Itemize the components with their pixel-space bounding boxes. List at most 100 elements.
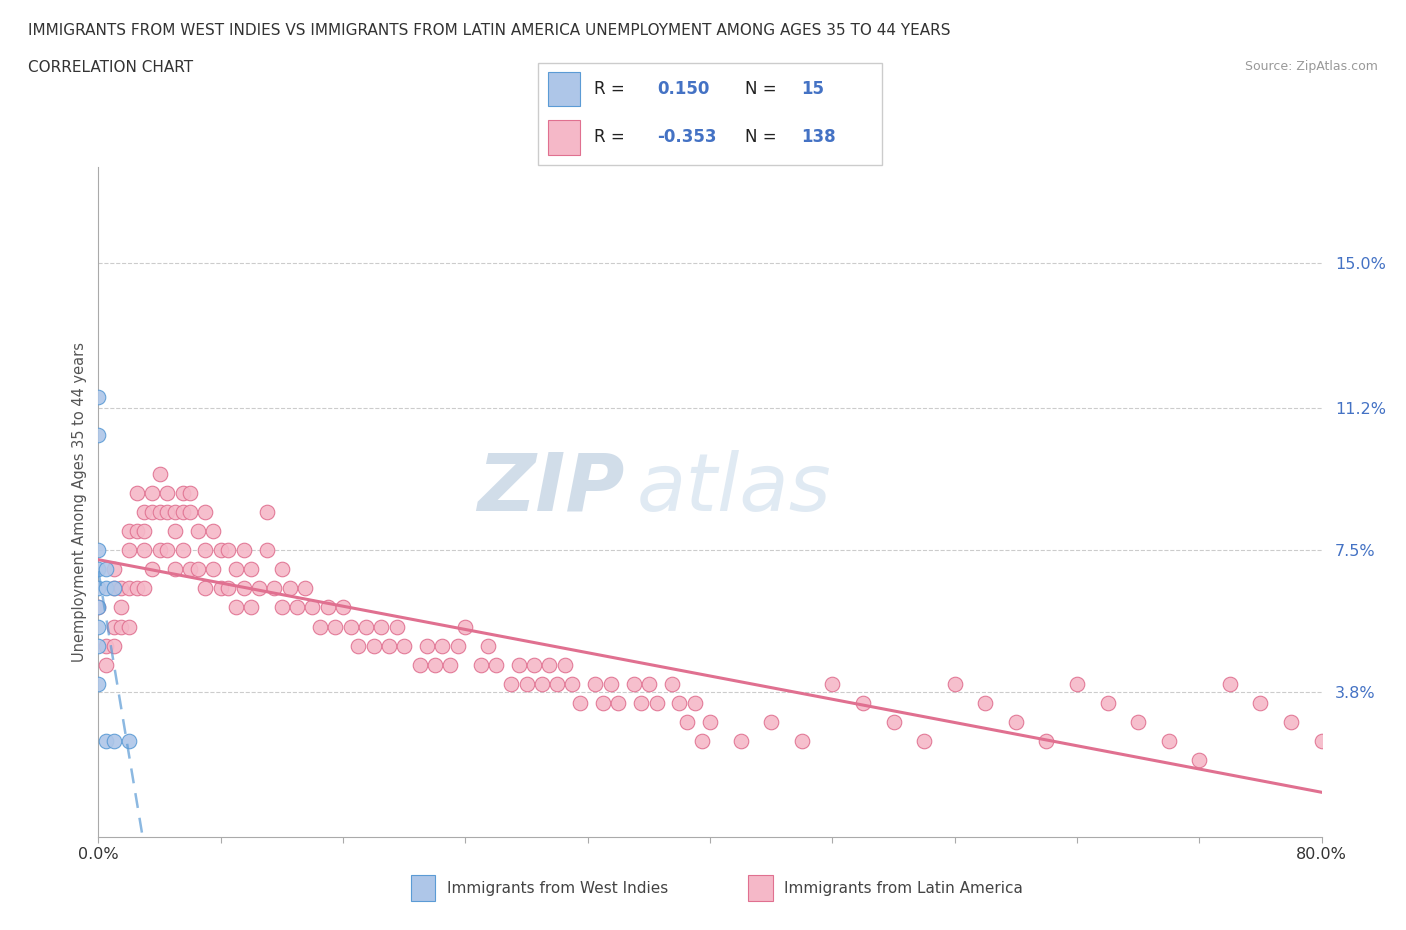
Point	[134, 504, 156, 519]
Point	[432, 638, 454, 653]
Point	[883, 715, 905, 730]
Point	[439, 658, 461, 672]
Point	[501, 676, 523, 691]
Point	[94, 734, 117, 749]
Point	[454, 619, 477, 634]
Point	[172, 485, 194, 500]
Point	[87, 542, 110, 557]
Point	[546, 676, 568, 691]
Point	[118, 542, 141, 557]
Point	[202, 524, 225, 538]
Point	[118, 524, 141, 538]
Point	[163, 562, 186, 577]
Bar	[411, 875, 436, 901]
Point	[637, 676, 661, 691]
Point	[943, 676, 966, 691]
Point	[134, 581, 156, 596]
Point	[530, 676, 553, 691]
Point	[187, 524, 209, 538]
Point	[172, 542, 194, 557]
Point	[87, 638, 110, 653]
Point	[217, 581, 239, 596]
Point	[103, 562, 125, 577]
Point	[278, 581, 301, 596]
Point	[569, 696, 592, 711]
Point	[1157, 734, 1180, 749]
Point	[347, 638, 370, 653]
Point	[110, 600, 132, 615]
Text: IMMIGRANTS FROM WEST INDIES VS IMMIGRANTS FROM LATIN AMERICA UNEMPLOYMENT AMONG : IMMIGRANTS FROM WEST INDIES VS IMMIGRANT…	[28, 23, 950, 38]
Point	[1128, 715, 1150, 730]
Point	[103, 581, 125, 596]
Point	[1097, 696, 1119, 711]
Point	[416, 638, 439, 653]
Bar	[748, 875, 773, 901]
Point	[103, 734, 125, 749]
Point	[149, 466, 172, 481]
Point	[301, 600, 323, 615]
Point	[974, 696, 997, 711]
Point	[538, 658, 561, 672]
Point	[232, 542, 254, 557]
Text: 0.150: 0.150	[657, 80, 710, 99]
Text: atlas: atlas	[637, 450, 831, 528]
Point	[87, 581, 110, 596]
Point	[523, 658, 546, 672]
Point	[270, 600, 292, 615]
Point	[87, 600, 110, 615]
Point	[1310, 734, 1333, 749]
Point	[270, 562, 292, 577]
Point	[149, 542, 172, 557]
Point	[209, 542, 232, 557]
FancyBboxPatch shape	[537, 62, 883, 166]
Point	[187, 562, 209, 577]
Point	[87, 600, 110, 615]
Point	[477, 638, 499, 653]
Point	[179, 485, 201, 500]
Point	[103, 581, 125, 596]
Text: Immigrants from Latin America: Immigrants from Latin America	[785, 881, 1022, 896]
Text: CORRELATION CHART: CORRELATION CHART	[28, 60, 193, 75]
Point	[1188, 753, 1211, 768]
Point	[599, 676, 621, 691]
Point	[1066, 676, 1088, 691]
Point	[202, 562, 225, 577]
Point	[370, 619, 392, 634]
Text: N =: N =	[745, 128, 776, 146]
Point	[141, 504, 163, 519]
Text: ZIP: ZIP	[477, 450, 624, 528]
Point	[1219, 676, 1241, 691]
Point	[240, 562, 263, 577]
Point	[1249, 696, 1271, 711]
Point	[759, 715, 782, 730]
Point	[294, 581, 316, 596]
Text: Immigrants from West Indies: Immigrants from West Indies	[447, 881, 668, 896]
Point	[94, 581, 117, 596]
Point	[118, 619, 141, 634]
Point	[325, 619, 347, 634]
Point	[149, 504, 172, 519]
Point	[232, 581, 254, 596]
Point	[354, 619, 377, 634]
Point	[447, 638, 470, 653]
Point	[516, 676, 538, 691]
Point	[623, 676, 645, 691]
Point	[110, 619, 132, 634]
Point	[125, 524, 148, 538]
Point	[285, 600, 308, 615]
Point	[470, 658, 492, 672]
Point	[699, 715, 721, 730]
Point	[485, 658, 508, 672]
Point	[363, 638, 385, 653]
Bar	[548, 120, 579, 154]
Point	[332, 600, 354, 615]
Y-axis label: Unemployment Among Ages 35 to 44 years: Unemployment Among Ages 35 to 44 years	[72, 342, 87, 662]
Point	[118, 581, 141, 596]
Point	[661, 676, 683, 691]
Point	[103, 638, 125, 653]
Point	[163, 504, 186, 519]
Point	[1004, 715, 1026, 730]
Point	[125, 581, 148, 596]
Point	[118, 734, 141, 749]
Text: N =: N =	[745, 80, 776, 99]
